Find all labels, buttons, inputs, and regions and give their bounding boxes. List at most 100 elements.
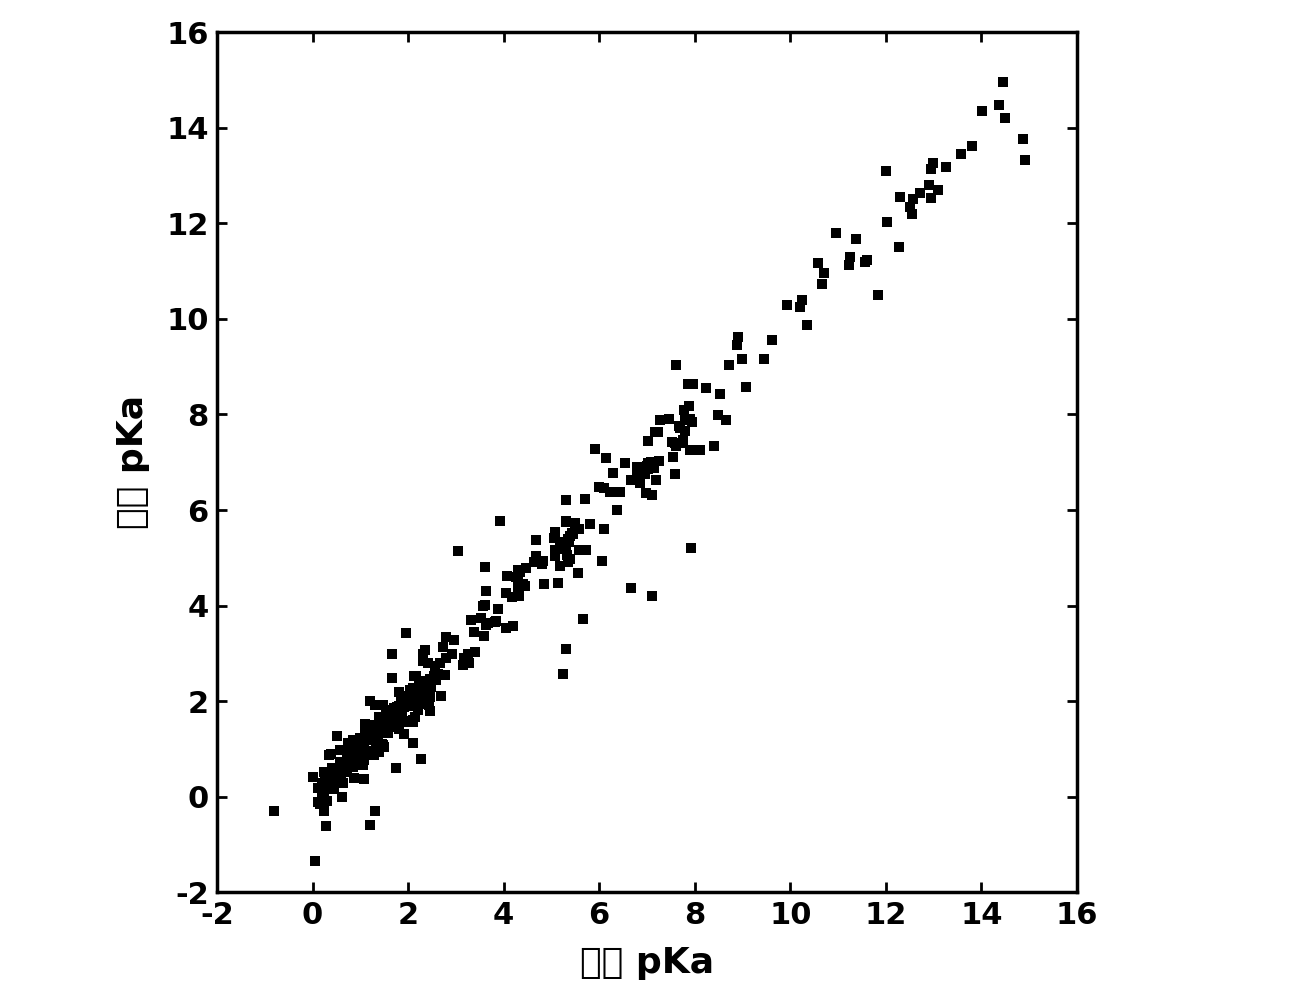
Point (638, 433, 659, 449)
Point (418, 695, 439, 711)
Point (453, 658, 474, 674)
Point (339, 742, 360, 758)
Point (364, 718, 384, 734)
X-axis label: 实测 pKa: 实测 pKa (580, 946, 714, 980)
Point (846, 230, 867, 246)
Point (807, 255, 828, 271)
Point (344, 738, 365, 754)
Point (507, 575, 528, 591)
Point (589, 478, 609, 494)
Point (388, 708, 409, 724)
Point (417, 655, 437, 671)
Point (641, 453, 661, 469)
Point (312, 776, 333, 792)
Point (336, 764, 357, 780)
Point (646, 471, 666, 487)
Point (411, 683, 432, 699)
Point (921, 190, 942, 206)
Point (365, 697, 386, 713)
Point (731, 351, 752, 367)
Point (410, 693, 431, 709)
Point (400, 695, 421, 711)
Point (353, 752, 374, 768)
Point (857, 252, 877, 268)
Point (432, 639, 453, 655)
Point (718, 357, 739, 373)
Point (339, 749, 360, 765)
Point (355, 771, 375, 787)
Point (681, 540, 701, 556)
Point (343, 760, 364, 776)
Point (525, 548, 546, 564)
Point (386, 760, 406, 776)
Point (413, 653, 433, 669)
Point (362, 731, 383, 747)
Point (555, 514, 576, 530)
Point (321, 746, 342, 762)
Point (674, 422, 695, 438)
Point (545, 524, 565, 540)
Point (388, 698, 409, 714)
Point (669, 417, 690, 433)
Point (404, 715, 424, 731)
Point (648, 452, 669, 468)
Point (621, 472, 642, 488)
Point (569, 521, 590, 537)
Point (558, 554, 578, 570)
Point (525, 533, 546, 549)
Point (553, 539, 573, 555)
Point (404, 713, 424, 729)
Point (404, 688, 424, 704)
Point (615, 454, 635, 470)
Point (951, 145, 972, 161)
Point (430, 656, 450, 672)
Point (321, 774, 342, 790)
Point (366, 735, 387, 751)
Point (318, 772, 339, 788)
Point (972, 103, 992, 119)
Point (533, 576, 554, 592)
Point (322, 771, 343, 787)
Point (378, 718, 399, 734)
Point (558, 534, 578, 550)
Point (391, 690, 411, 706)
Point (876, 214, 897, 230)
Point (396, 625, 417, 641)
Point (510, 564, 531, 580)
Point (704, 438, 725, 454)
Point (555, 514, 576, 530)
Point (426, 659, 446, 675)
Point (509, 581, 529, 597)
Point (353, 739, 374, 755)
Point (339, 749, 360, 765)
Point (406, 690, 427, 706)
Point (726, 336, 747, 352)
Point (648, 424, 669, 440)
Point (814, 264, 835, 280)
Point (392, 688, 413, 704)
Point (317, 775, 338, 791)
Point (338, 744, 358, 760)
Point (854, 253, 875, 269)
Point (402, 699, 423, 715)
Point (562, 525, 582, 541)
Point (366, 724, 387, 740)
Point (343, 739, 364, 755)
Point (489, 514, 510, 530)
Point (360, 730, 380, 746)
Point (324, 781, 344, 797)
Point (444, 632, 465, 648)
Point (414, 643, 435, 659)
Point (393, 727, 414, 743)
Point (555, 641, 576, 657)
Point (659, 410, 679, 426)
Point (533, 554, 554, 570)
Point (419, 680, 440, 696)
Point (776, 297, 797, 313)
Point (367, 730, 388, 746)
Point (889, 239, 910, 255)
Point (388, 685, 409, 701)
Point (664, 465, 685, 481)
Point (465, 645, 485, 661)
Point (415, 674, 436, 690)
